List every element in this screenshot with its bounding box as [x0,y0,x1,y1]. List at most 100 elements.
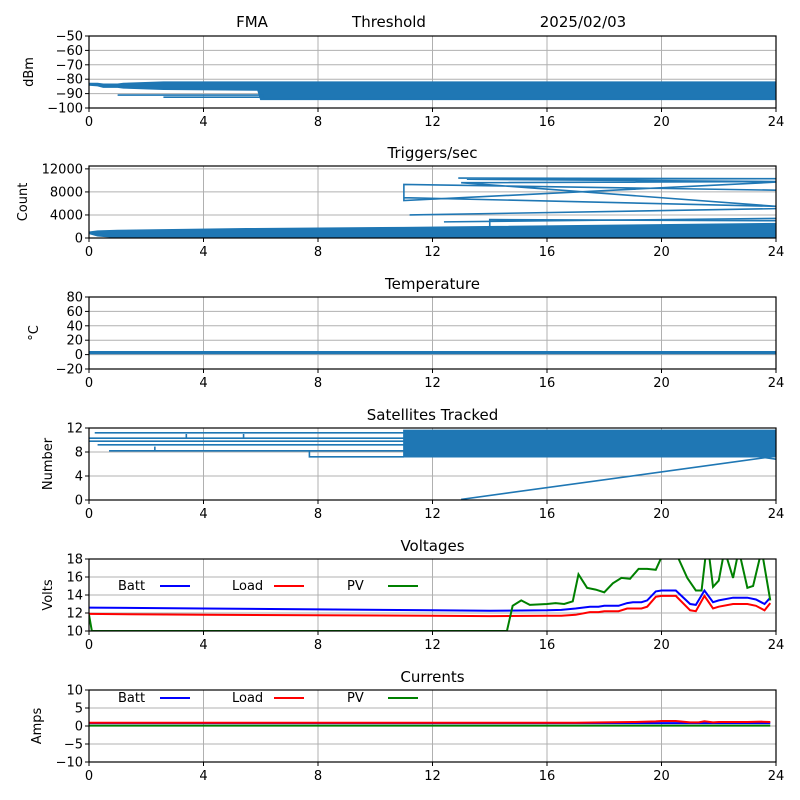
x-tick-label: 0 [85,638,93,653]
series-band [403,429,776,458]
y-tick-label: 10 [66,684,83,699]
x-tick-label: 24 [768,115,785,130]
x-tick-label: 4 [199,115,207,130]
x-tick-label: 20 [653,638,670,653]
x-tick-label: 4 [199,769,207,784]
y-tick-label: 40 [66,319,83,334]
x-tick-label: 24 [768,245,785,260]
x-tick-label: 24 [768,638,785,653]
series-load [89,594,772,618]
y-axis-label: Number [41,437,56,490]
x-tick-label: 16 [539,638,556,653]
series-line [461,455,776,500]
x-tick-label: 4 [199,507,207,522]
y-tick-label: 12 [66,607,83,622]
y-tick-label: 5 [75,702,83,717]
x-tick-label: 12 [424,245,441,260]
panel-0: 0 4 8 12 16 20 24 −50−60−70−80−90−100 dBm [22,30,784,131]
y-tick-label: −50 [56,30,83,45]
x-tick-label: 8 [314,115,322,130]
x-tick-label: 0 [85,245,93,260]
y-tick-label: 14 [66,589,83,604]
x-tick-label: 24 [768,507,785,522]
series-batt [89,588,772,612]
x-tick-label: 20 [653,115,670,130]
panel-title: Currents [400,668,464,686]
x-tick-label: 8 [314,507,322,522]
legend-load-label: Load [232,691,263,706]
x-tick-label: 12 [424,115,441,130]
y-tick-label: −20 [56,363,83,378]
x-tick-label: 16 [539,376,556,391]
x-tick-label: 20 [653,507,670,522]
y-tick-label: 4000 [50,208,83,223]
series-band [89,222,776,238]
y-tick-label: 0 [75,720,83,735]
y-tick-label: 8000 [50,185,83,200]
legend-pv-label: PV [347,691,364,706]
y-axis-label: Count [16,183,31,222]
y-tick-label: 0 [75,232,83,247]
x-tick-label: 16 [539,769,556,784]
x-tick-label: 0 [85,769,93,784]
y-tick-label: 12 [66,422,83,437]
panel-5: 0 4 8 12 16 20 24 −10 −5 0 5 10 Currents Amps Batt Load… [30,668,784,784]
x-tick-label: 12 [424,769,441,784]
x-tick-label: 0 [85,507,93,522]
y-tick-label: 0 [75,348,83,363]
y-tick-label: −80 [56,73,83,88]
legend-pv-label: PV [347,579,364,594]
legend-batt-label: Batt [118,691,145,706]
x-tick-label: 20 [653,245,670,260]
y-tick-label: −100 [47,102,83,117]
x-tick-label: 0 [85,115,93,130]
x-tick-label: 12 [424,638,441,653]
y-tick-label: 80 [66,291,83,306]
header-right: 2025/02/03 [540,13,626,31]
y-tick-label: 4 [75,470,83,485]
series-load [89,719,771,724]
header-middle: Threshold [351,13,426,31]
y-axis-label: Volts [41,579,56,611]
x-tick-label: 8 [314,769,322,784]
y-axis-label: Amps [30,707,45,744]
y-tick-label: −90 [56,87,83,102]
y-tick-label: 10 [66,625,83,640]
y-tick-label: −60 [56,44,83,59]
x-tick-label: 12 [424,376,441,391]
panel-3: 0 4 8 12 16 20 24 0 4 8 12 Satellites Tracked Number [41,406,784,522]
y-tick-label: 20 [66,334,83,349]
y-axis-label: °C [27,325,42,341]
y-tick-label: 60 [66,305,83,320]
x-tick-label: 8 [314,638,322,653]
x-tick-label: 0 [85,376,93,391]
x-tick-label: 20 [653,769,670,784]
y-tick-label: 16 [66,571,83,586]
panel-title: Voltages [400,537,464,555]
x-tick-label: 16 [539,245,556,260]
panel-title: Temperature [384,275,480,293]
x-tick-label: 24 [768,376,785,391]
x-tick-label: 4 [199,638,207,653]
y-tick-label: 0 [75,494,83,509]
y-tick-label: −70 [56,58,83,73]
series-line [488,218,776,228]
panel-4: 0 4 8 12 16 20 24 10 12 14 16 18 Voltages Volts Batt Lo… [41,537,784,653]
panel-title: Triggers/sec [387,144,478,162]
y-tick-label: −10 [56,756,83,771]
x-tick-label: 8 [314,376,322,391]
series-line [308,450,404,458]
x-tick-label: 8 [314,245,322,260]
legend-load-label: Load [232,579,263,594]
series-band [89,350,776,355]
x-tick-label: 4 [199,245,207,260]
y-tick-label: −5 [64,738,83,753]
x-tick-label: 16 [539,507,556,522]
x-tick-label: 24 [768,769,785,784]
x-tick-label: 20 [653,376,670,391]
x-tick-label: 4 [199,376,207,391]
panel-1: 0 4 8 12 16 20 24 0 4000 8000 12000 Triggers/sec Cou… [16,144,784,260]
x-tick-label: 16 [539,115,556,130]
y-tick-label: 8 [75,446,83,461]
